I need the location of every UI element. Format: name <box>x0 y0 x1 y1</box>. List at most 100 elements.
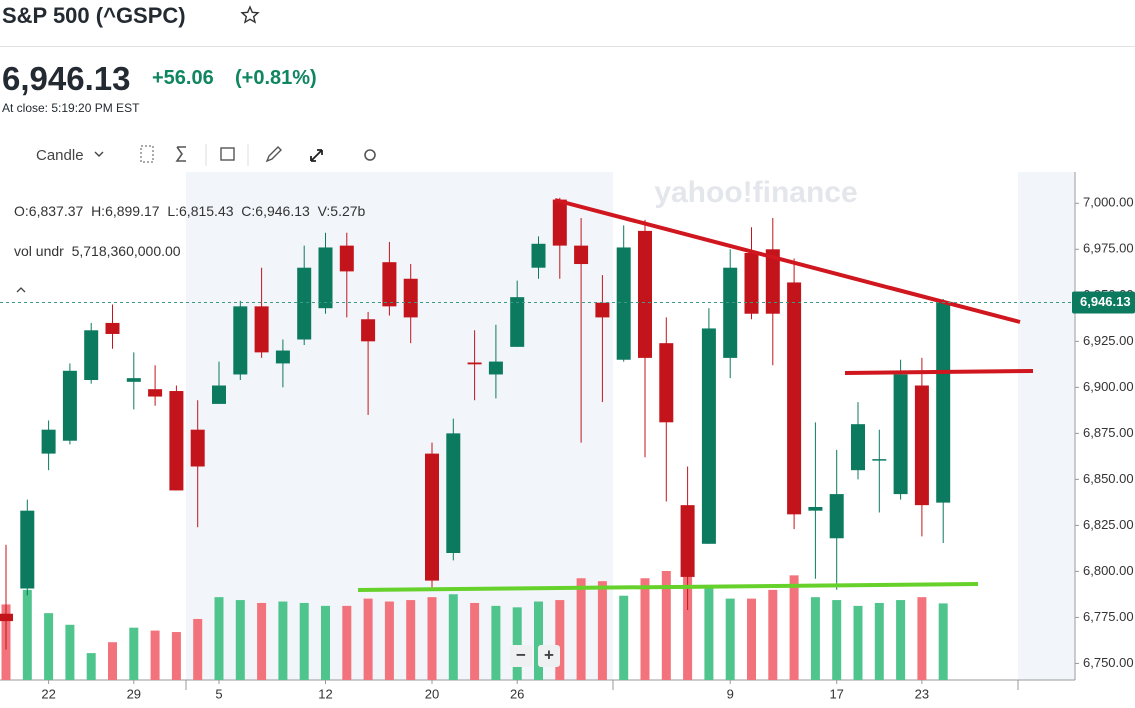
volume-bar <box>235 600 245 680</box>
y-tick-label: 6,825.00 <box>1083 517 1134 532</box>
ohlc-low: L:6,815.43 <box>167 203 234 219</box>
y-tick-label: 6,750.00 <box>1083 655 1134 670</box>
expand-icon[interactable] <box>310 149 323 162</box>
candle-body <box>659 343 674 423</box>
candle-body <box>680 505 695 577</box>
volume-bar <box>491 605 501 680</box>
candle-body <box>829 494 844 539</box>
candle-body <box>84 330 99 380</box>
chart-type[interactable]: Candle <box>36 147 84 164</box>
ohlc-high: H:6,899.17 <box>91 203 160 219</box>
volume-bar <box>725 598 735 680</box>
candle-body <box>382 262 397 307</box>
x-tick-label: 23 <box>915 686 929 701</box>
volume-bar <box>661 571 671 680</box>
volume-bar <box>214 597 224 680</box>
volume-bar <box>86 653 96 680</box>
volume-bar <box>555 600 565 680</box>
dropdown-caret[interactable] <box>94 151 104 157</box>
volume-bar <box>406 600 416 680</box>
candle-body <box>638 230 652 358</box>
x-tick-label: 20 <box>425 686 439 701</box>
y-tick-label: 6,775.00 <box>1083 609 1134 624</box>
volume-bar <box>747 598 756 680</box>
ohlc-volume: V:5.27b <box>317 203 366 219</box>
calendar-icon[interactable] <box>220 147 235 161</box>
star-icon[interactable] <box>240 5 260 25</box>
candle-body <box>148 389 163 397</box>
candle-body <box>105 322 120 334</box>
candle-body <box>0 613 13 622</box>
candle-body <box>318 247 333 309</box>
zoom-out[interactable] <box>510 645 532 667</box>
y-tick-label: 6,800.00 <box>1083 563 1134 578</box>
x-tick-label: 9 <box>727 686 734 701</box>
volume-bar <box>768 589 778 680</box>
settings-icon[interactable] <box>364 149 376 161</box>
volume-bar <box>874 602 884 680</box>
vol-value: 5,718,360,000.00 <box>71 243 181 259</box>
volume-bar <box>938 603 948 680</box>
volume-bar <box>853 605 863 680</box>
ohlc-close: C:6,946.13 <box>241 203 310 219</box>
compare-icon[interactable] <box>140 145 154 163</box>
y-tick-label: 6,875.00 <box>1083 425 1134 440</box>
candle-body <box>275 350 290 364</box>
indicator-icon[interactable] <box>175 146 186 162</box>
candle-body <box>552 199 567 246</box>
volume-bar <box>150 630 160 680</box>
candle-body <box>744 252 759 314</box>
y-tick-label: 6,975.00 <box>1083 241 1134 256</box>
volume-bar <box>299 602 309 680</box>
candle-body <box>361 319 376 342</box>
y-tick-label: 6,925.00 <box>1083 333 1134 348</box>
ohlc-open: O:6,837.37 <box>14 203 84 219</box>
candle-body <box>531 243 546 268</box>
divider <box>0 46 1135 47</box>
candle-body <box>169 391 184 491</box>
volume-bar <box>470 602 480 680</box>
candle-body <box>467 362 482 365</box>
candle-body <box>446 433 461 553</box>
title: S&P 500 (^GSPC) <box>2 3 186 28</box>
volume-bar <box>342 605 352 680</box>
candle-body <box>510 297 525 347</box>
candle-body <box>403 278 418 318</box>
change-pct: (+0.81%) <box>235 67 317 89</box>
volume-bar <box>640 578 650 680</box>
volume-bar <box>44 613 54 680</box>
volume-bar <box>171 632 181 680</box>
y-tick-label: 7,000.00 <box>1083 195 1134 210</box>
volume-bar <box>534 601 543 680</box>
collapse-caret[interactable] <box>16 287 26 293</box>
candle-body <box>616 247 631 360</box>
toolbar <box>94 144 376 166</box>
volume-bar <box>193 618 203 680</box>
volume-bar <box>576 578 586 680</box>
volume-bar <box>704 588 714 680</box>
volume-bar <box>789 575 799 680</box>
trend-line <box>554 198 1021 324</box>
volume-bar <box>512 607 522 680</box>
candle-body <box>339 245 354 272</box>
volume-bar <box>448 594 458 680</box>
watermark: yahoo!finance <box>654 176 857 209</box>
draw-icon[interactable] <box>265 146 282 163</box>
candle-body <box>41 429 56 454</box>
volume-bar <box>108 642 117 680</box>
x-tick-label: 5 <box>215 686 222 701</box>
candle-body <box>297 267 312 340</box>
ohlc-legend: O:6,837.37 H:6,899.17 L:6,815.43 C:6,946… <box>14 203 365 219</box>
candle-body <box>808 506 823 511</box>
volume-bar <box>363 598 373 680</box>
candle-body <box>872 459 887 461</box>
zoom-out-label[interactable]: − <box>516 645 526 664</box>
zoom-in[interactable] <box>538 645 560 667</box>
volume-bar <box>683 576 693 680</box>
candle-body <box>893 374 908 495</box>
resistance-line <box>844 369 1034 375</box>
x-tick-label: 29 <box>127 686 141 701</box>
last-price-box <box>1072 291 1135 314</box>
zoom-in-label[interactable]: + <box>544 645 554 664</box>
